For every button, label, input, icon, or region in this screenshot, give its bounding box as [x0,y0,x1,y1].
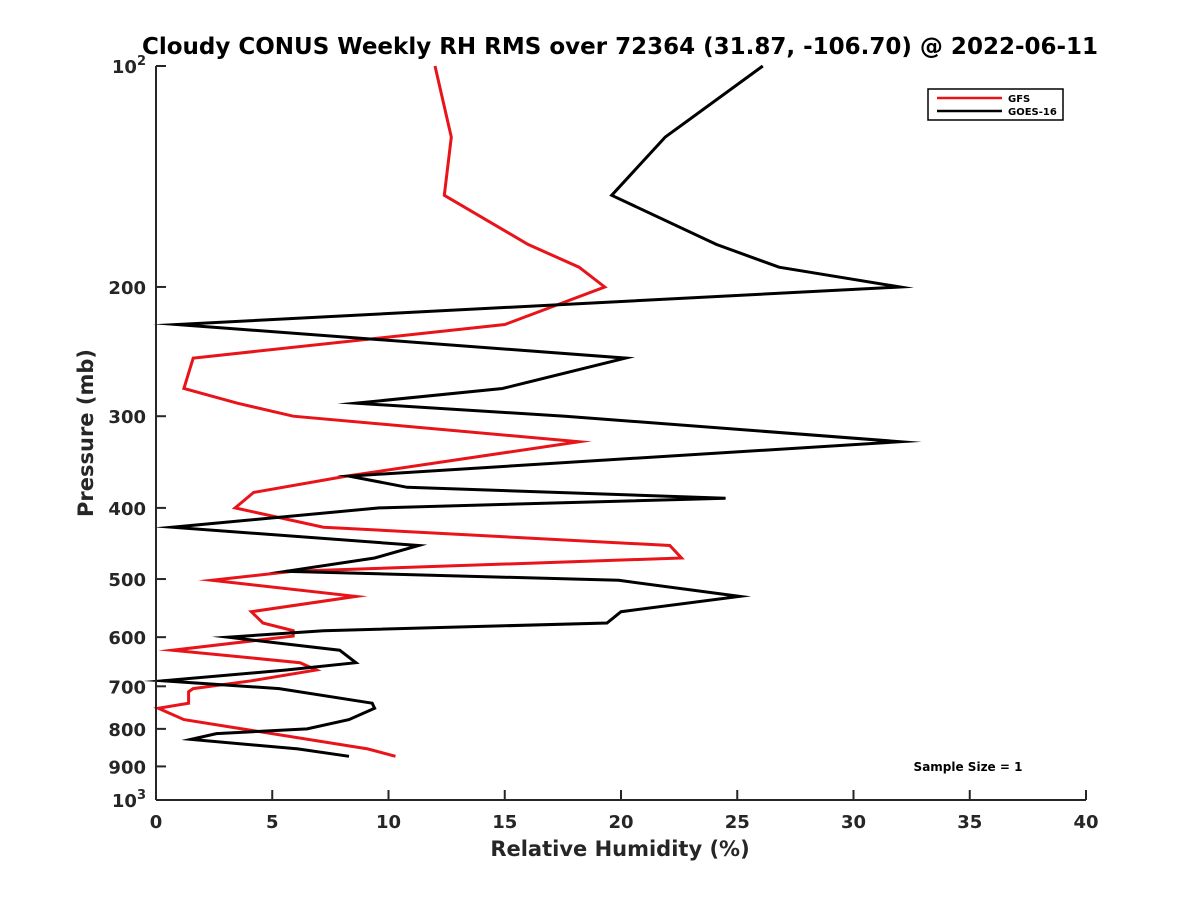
y-tick-label: 800 [108,720,146,741]
legend-entry: GFS [1008,94,1030,105]
legend-entry: GOES-16 [1008,107,1057,118]
y-tick-label: 200 [108,278,146,299]
y-tick-label: 500 [108,570,146,591]
chart-title: Cloudy CONUS Weekly RH RMS over 72364 (3… [142,34,1098,60]
x-tick-label: 0 [150,812,163,833]
axes: 0 5 10 15 20 25 30 35 40 102 200 300 400 500 600 700 800… [108,54,1098,833]
x-tick-label: 10 [376,812,401,833]
x-tick-label: 25 [725,812,750,833]
plot-lines [143,64,922,758]
legend-box [927,88,1064,121]
x-tick-label: 35 [957,812,982,833]
x-tick-label: 20 [608,812,633,833]
x-tick-label: 40 [1073,812,1098,833]
series-line-gfs [153,65,685,758]
sample-size-annotation: Sample Size = 1 [914,760,1023,774]
x-tick-label: 30 [841,812,866,833]
y-tick-label: 600 [108,628,146,649]
y-tick-label: 300 [108,407,146,428]
y-tick-label: 102 [112,54,146,78]
x-axis-label: Relative Humidity (%) [490,837,749,861]
y-tick-label: 400 [108,499,146,520]
legend: GFS GOES-16 [927,88,1064,121]
y-tick-label: 103 [112,788,146,812]
x-tick-label: 5 [266,812,279,833]
y-tick-label: 700 [108,677,146,698]
y-axis-label: Pressure (mb) [74,349,98,517]
y-tick-label: 900 [108,757,146,778]
x-tick-label: 15 [492,812,517,833]
series-line-goes-16 [143,64,922,758]
